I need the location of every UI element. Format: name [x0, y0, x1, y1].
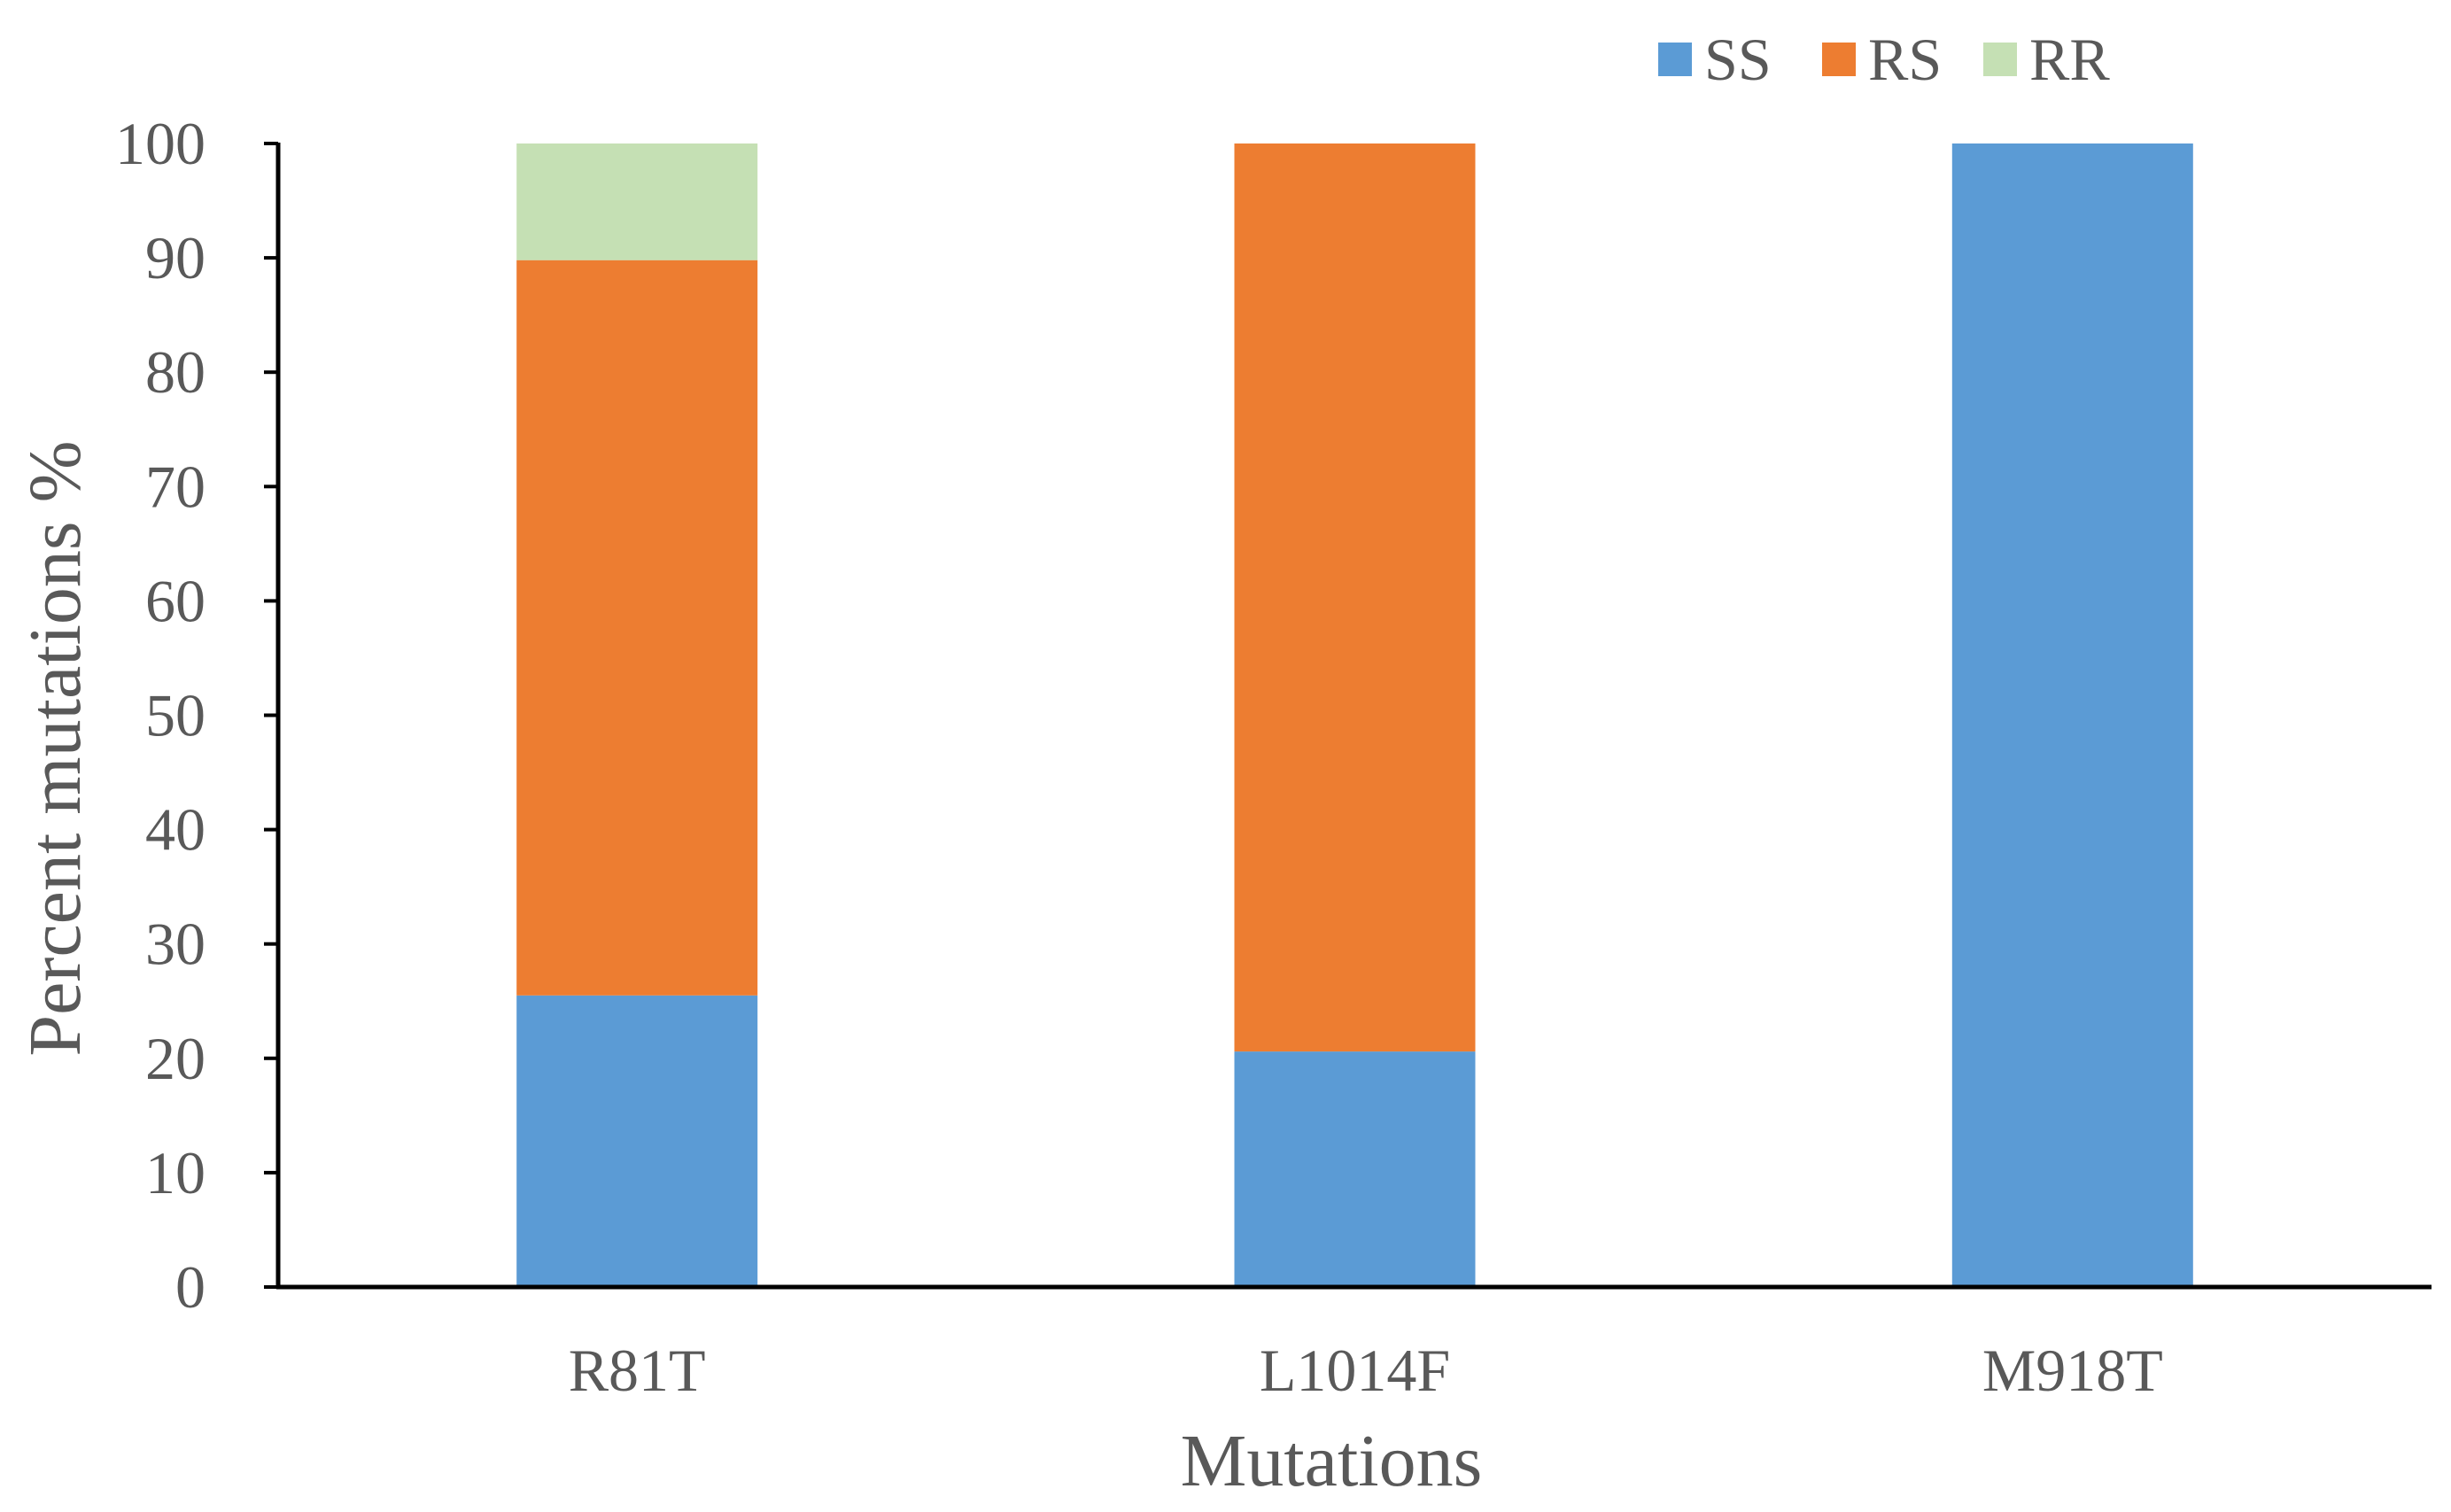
y-tick-label: 80: [145, 338, 206, 406]
bar-m918t-ss: [1951, 143, 2193, 1287]
legend-swatch-ss: [1658, 43, 1692, 76]
x-axis-title: Mutations: [1181, 1420, 1483, 1502]
y-axis-title: Percent mutations %: [14, 440, 97, 1056]
x-tick-label: M918T: [1982, 1337, 2163, 1404]
bar-l1014f-rs: [1234, 143, 1476, 1052]
x-tick-label: L1014F: [1260, 1337, 1450, 1404]
x-tick-label: R81T: [569, 1337, 706, 1404]
legend-label-ss: SS: [1704, 26, 1772, 93]
legend-label-rr: RR: [2029, 26, 2110, 93]
y-tick-label: 90: [145, 224, 206, 291]
bars-layer: [516, 143, 2193, 1287]
bar-r81t-ss: [516, 995, 758, 1287]
y-tick-label: 10: [145, 1139, 206, 1206]
y-tick-label: 20: [145, 1025, 206, 1092]
x-axis-ticks: R81T L1014F M918T: [569, 1337, 2163, 1404]
legend-swatch-rs: [1822, 43, 1856, 76]
y-tick-label: 50: [145, 682, 206, 749]
legend-swatch-rr: [1983, 43, 2017, 76]
y-tick-label: 70: [145, 453, 206, 520]
y-tick-label: 100: [115, 110, 206, 177]
bar-r81t-rr: [516, 143, 758, 260]
y-axis-ticks: 0 10 20 30 40 50 60 70 80 90 100: [115, 110, 278, 1321]
y-tick-label: 40: [145, 796, 206, 864]
y-tick-label: 60: [145, 567, 206, 634]
bar-r81t-rs: [516, 260, 758, 996]
y-tick-label: 0: [175, 1253, 206, 1321]
y-tick-label: 30: [145, 911, 206, 978]
legend-label-rs: RS: [1868, 26, 1942, 93]
legend: SS RS RR: [1658, 26, 2110, 93]
bar-l1014f-ss: [1234, 1051, 1476, 1287]
